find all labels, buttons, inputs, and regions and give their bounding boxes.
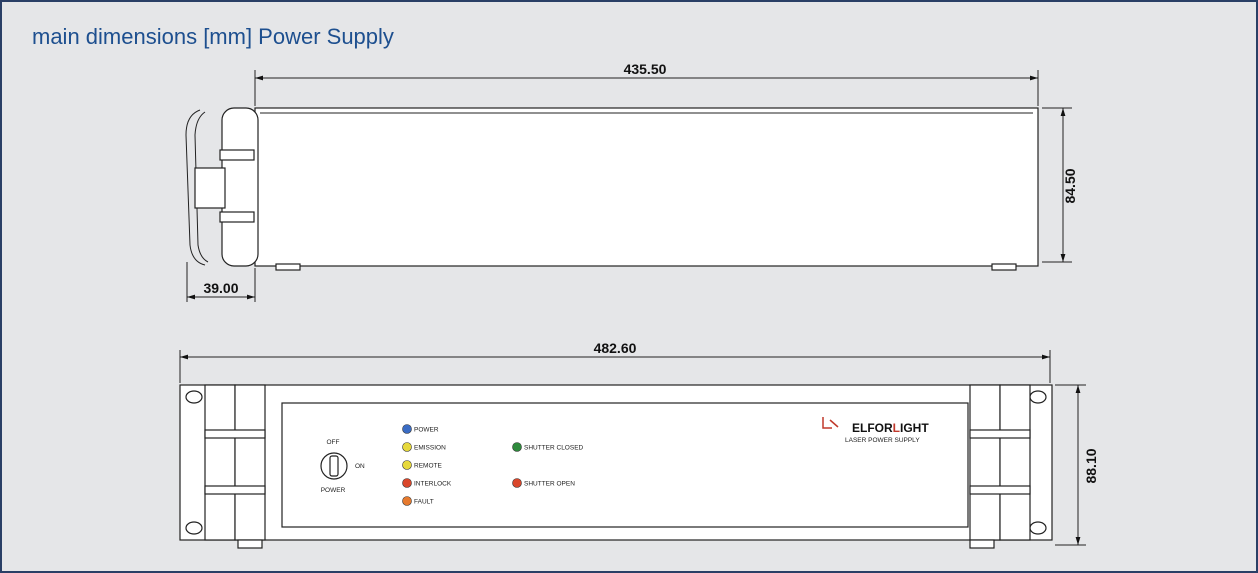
key-off: OFF	[327, 439, 340, 446]
page: main dimensions [mm] Power Supply 435.50…	[0, 0, 1258, 573]
indicator-led	[403, 443, 412, 452]
indicator-label: FAULT	[414, 499, 434, 506]
key-label: POWER	[321, 487, 346, 494]
height-dim: 88.10	[1083, 448, 1099, 483]
indicator-label: POWER	[414, 427, 439, 434]
indicator-led	[403, 461, 412, 470]
indicator-led	[403, 479, 412, 488]
height-dim: 84.50	[1062, 168, 1078, 203]
indicator-led	[513, 443, 522, 452]
brand: ELFORLIGHT	[852, 421, 929, 435]
indicator-label: INTERLOCK	[414, 481, 452, 488]
indicator-label: SHUTTER CLOSED	[524, 445, 584, 452]
indicator-led	[403, 497, 412, 506]
length-dim: 435.50	[624, 61, 667, 77]
brand-part: ELFOR	[852, 421, 893, 435]
indicator-label: EMISSION	[414, 445, 446, 452]
brand-part: L	[893, 421, 900, 435]
title: main dimensions [mm] Power Supply	[32, 24, 394, 49]
indicator-label: REMOTE	[414, 463, 442, 470]
key-on: ON	[355, 463, 365, 470]
handle-dim: 39.00	[203, 280, 238, 296]
brand-part: IGHT	[900, 421, 929, 435]
indicator-label: SHUTTER OPEN	[524, 481, 575, 488]
width-dim: 482.60	[594, 340, 637, 356]
indicator-led	[513, 479, 522, 488]
indicator-led	[403, 425, 412, 434]
brand-subtitle: LASER POWER SUPPLY	[845, 437, 920, 444]
